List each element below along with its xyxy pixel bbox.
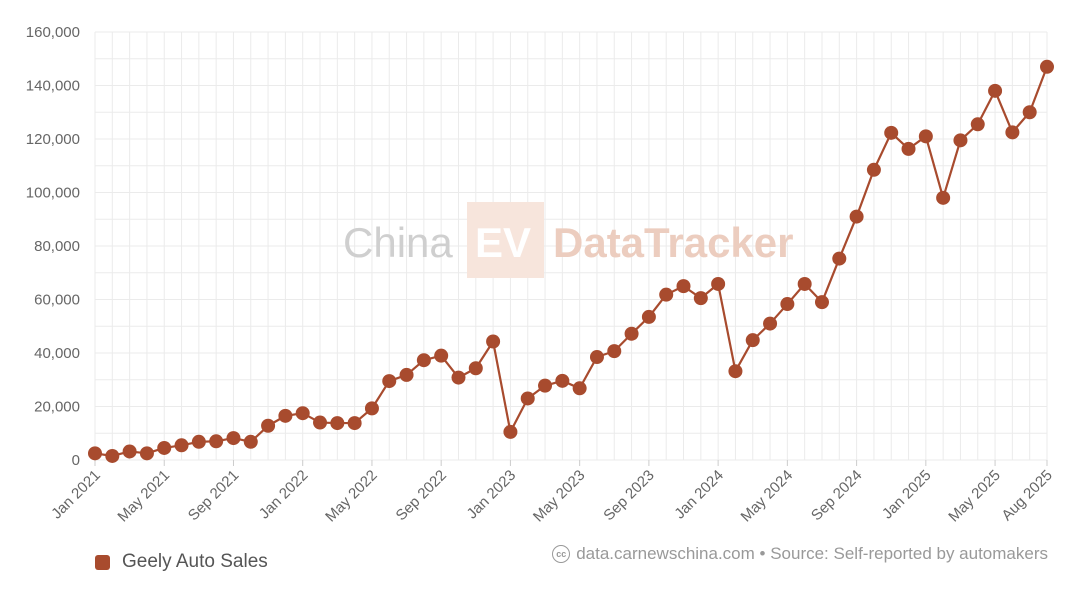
x-tick-label: Jan 2024 [671,467,727,523]
x-tick-label: Jan 2023 [464,467,520,523]
data-point[interactable] [572,381,587,396]
x-tick-label: Sep 2021 [185,467,242,524]
data-point[interactable] [434,348,449,363]
data-point[interactable] [538,378,553,393]
data-point[interactable] [676,279,691,294]
data-point[interactable] [901,141,916,156]
chart-grid [94,31,1048,461]
x-tick-label: Sep 2023 [600,467,657,524]
data-point[interactable] [711,276,726,291]
y-tick-label: 120,000 [26,131,80,148]
data-point[interactable] [988,83,1003,98]
data-point[interactable] [243,434,258,449]
data-point[interactable] [468,361,483,376]
watermark-text-ev: EV [475,219,531,266]
x-axis: Jan 2021 May 2021 Sep 2021 Jan 2022 May 2022… [48,460,1056,525]
data-point[interactable] [763,316,778,331]
y-axis: 0 20,000 40,000 60,000 80,000 100,000 120,000 1… [26,24,80,469]
watermark-text-datatracker: DataTracker [553,219,794,266]
data-point[interactable] [780,297,795,312]
data-point[interactable] [1040,59,1054,74]
data-point[interactable] [295,406,310,421]
data-point[interactable] [503,424,518,439]
data-point[interactable] [382,374,397,389]
data-point[interactable] [1022,105,1037,120]
x-tick-label: May 2023 [530,467,589,526]
data-point[interactable] [364,401,379,416]
data-point[interactable] [814,295,829,310]
data-point[interactable] [416,353,431,368]
data-point[interactable] [191,434,206,449]
data-point[interactable] [728,364,743,379]
x-tick-label: Jan 2025 [879,467,935,523]
x-tick-label: Sep 2024 [808,467,865,524]
y-tick-label: 140,000 [26,78,80,95]
y-tick-label: 160,000 [26,24,80,41]
data-point[interactable] [347,416,362,431]
data-point[interactable] [174,438,189,453]
y-tick-label: 60,000 [34,292,80,309]
x-tick-label: Aug 2025 [998,467,1055,524]
watermark-text-china: China [343,219,453,266]
data-point[interactable] [226,431,241,446]
data-point[interactable] [105,448,120,463]
data-point[interactable] [832,251,847,266]
creative-commons-icon: cc [552,545,571,563]
x-tick-label: May 2021 [114,467,173,526]
data-point[interactable] [866,162,881,177]
data-point[interactable] [555,373,570,388]
data-point[interactable] [399,367,414,382]
data-point[interactable] [693,291,708,306]
data-point[interactable] [797,276,812,291]
data-point[interactable] [745,333,760,348]
x-tick-label: Jan 2022 [256,467,312,523]
x-tick-label: Sep 2022 [393,467,450,524]
y-tick-label: 0 [72,452,80,469]
x-tick-label: Jan 2021 [48,467,104,523]
data-point[interactable] [520,391,535,406]
data-point[interactable] [88,446,102,461]
data-point[interactable] [607,344,622,359]
data-point[interactable] [1005,125,1020,140]
data-point[interactable] [641,309,656,324]
y-tick-label: 100,000 [26,185,80,202]
data-point[interactable] [918,129,933,144]
x-tick-label: May 2025 [945,467,1004,526]
data-point[interactable] [970,117,985,132]
legend-label: Geely Auto Sales [122,551,268,572]
y-tick-label: 80,000 [34,238,80,255]
data-point[interactable] [209,434,224,449]
legend-swatch [95,554,110,570]
x-tick-label: May 2022 [322,467,381,526]
data-point[interactable] [849,209,864,224]
data-point[interactable] [313,415,328,430]
data-point[interactable] [139,446,154,461]
data-point[interactable] [451,370,466,385]
data-point[interactable] [659,287,674,302]
data-point[interactable] [157,440,172,455]
data-point[interactable] [624,326,639,341]
x-tick-label: May 2024 [738,467,797,526]
data-point[interactable] [486,334,501,349]
data-point[interactable] [936,190,951,205]
data-point[interactable] [589,350,604,365]
source-text: data.carnewschina.com • Source: Self-rep… [576,544,1048,563]
chinaev-datatracker-watermark: China EV DataTracker [343,202,794,278]
data-point[interactable] [261,418,276,433]
data-point[interactable] [278,408,293,423]
data-point[interactable] [953,133,968,148]
data-point[interactable] [122,444,137,459]
series-geely-auto-sales [88,59,1054,463]
data-point[interactable] [884,125,899,140]
y-tick-label: 40,000 [34,345,80,362]
y-tick-label: 20,000 [34,399,80,416]
watermark-ev-box [467,202,544,278]
source-credit: cc data.carnewschina.com • Source: Self-… [552,544,1048,564]
chart-legend[interactable]: Geely Auto Sales [95,551,268,573]
data-point[interactable] [330,416,345,431]
